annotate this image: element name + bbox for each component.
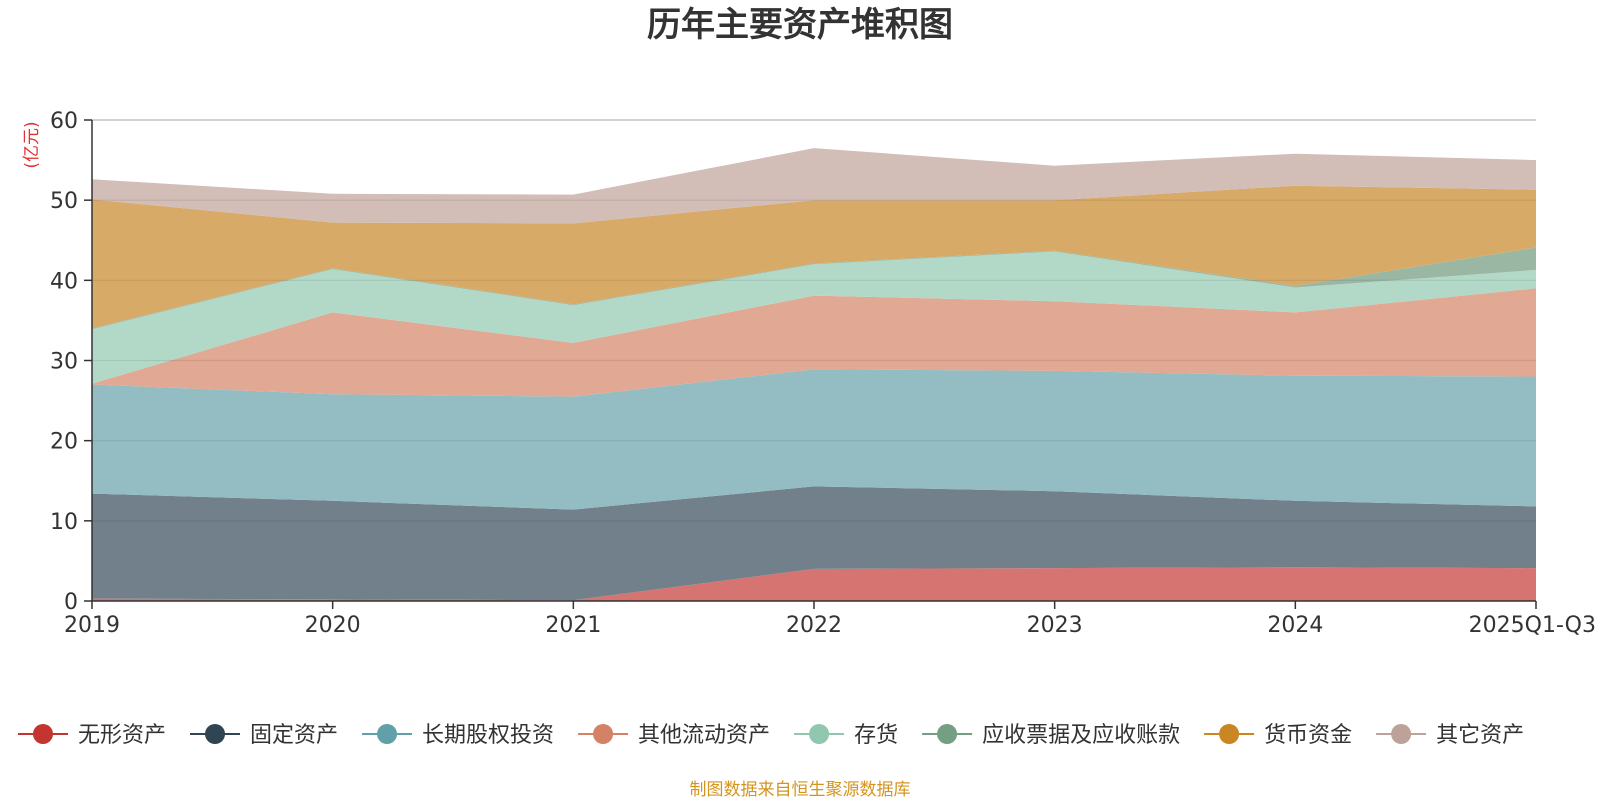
x-tick-label-6: 2024 [1267,613,1323,638]
legend-item-8[interactable]: 其它资产 [1376,723,1524,748]
legend-marker-8 [1391,724,1412,744]
legend-label-4: 其他流动资产 [638,723,770,748]
legend-marker-4 [593,724,614,744]
legend-item-6[interactable]: 应收票据及应收账款 [922,723,1180,748]
x-tick-label-7: 2025Q1-Q3 [1469,613,1596,638]
area-series-3 [92,369,1536,510]
legend-label-2: 固定资产 [250,723,338,748]
y-tick-label-60: 60 [50,109,78,134]
y-tick-label-40: 40 [50,269,78,294]
x-tick-label-4: 2022 [786,613,842,638]
legend-label-8: 其它资产 [1436,723,1524,748]
legend-label-1: 无形资产 [78,723,166,748]
chart-title: 历年主要资产堆积图 [647,5,953,45]
axes: 0 10 20 30 40 50 60 2019 2020 2021 2022 2023 2024 202… [50,109,1596,638]
legend-item-3[interactable]: 长期股权投资 [362,723,554,748]
legend-label-5: 存货 [854,723,898,748]
legend-item-1[interactable]: 无形资产 [18,723,166,748]
legend-marker-6 [937,724,958,744]
legend-marker-3 [377,724,398,744]
y-tick-label-20: 20 [50,430,78,455]
legend-label-7: 货币资金 [1264,723,1352,748]
legend-label-6: 应收票据及应收账款 [982,723,1180,748]
area-series-8 [92,148,1536,224]
area-series-6 [92,247,1536,330]
legend-item-2[interactable]: 固定资产 [190,723,338,748]
area-series-5 [92,251,1536,384]
legend-marker-1 [33,724,53,744]
y-tick-label-10: 10 [50,510,78,535]
legend-item-5[interactable]: 存货 [794,723,898,748]
x-tick-label-2: 2020 [305,613,361,638]
legend-marker-5 [809,724,830,744]
y-axis-unit-label: (亿元) [22,121,42,168]
x-tick-label-3: 2021 [545,613,601,638]
x-tick-label-5: 2023 [1027,613,1083,638]
area-series-group [92,119,1536,601]
y-tick-label-50: 50 [50,189,78,214]
legend-item-7[interactable]: 货币资金 [1204,723,1352,748]
legend: 无形资产 固定资产 长期股权投资 其他流动资产 存货 应收票据及应收账款 货币资金 其它资产 [18,723,1524,748]
area-series-1 [92,567,1536,601]
legend-label-3: 长期股权投资 [422,723,554,748]
y-tick-label-0: 0 [64,590,78,615]
legend-item-4[interactable]: 其他流动资产 [578,723,770,748]
data-source-note: 制图数据来自恒生聚源数据库 [690,780,911,800]
area-series-2 [92,486,1536,601]
y-tick-label-30: 30 [50,350,78,375]
area-series-4 [92,288,1536,397]
area-series-7 [92,185,1536,329]
legend-marker-7 [1219,724,1240,744]
legend-marker-2 [205,724,226,744]
x-tick-label-1: 2019 [64,613,120,638]
